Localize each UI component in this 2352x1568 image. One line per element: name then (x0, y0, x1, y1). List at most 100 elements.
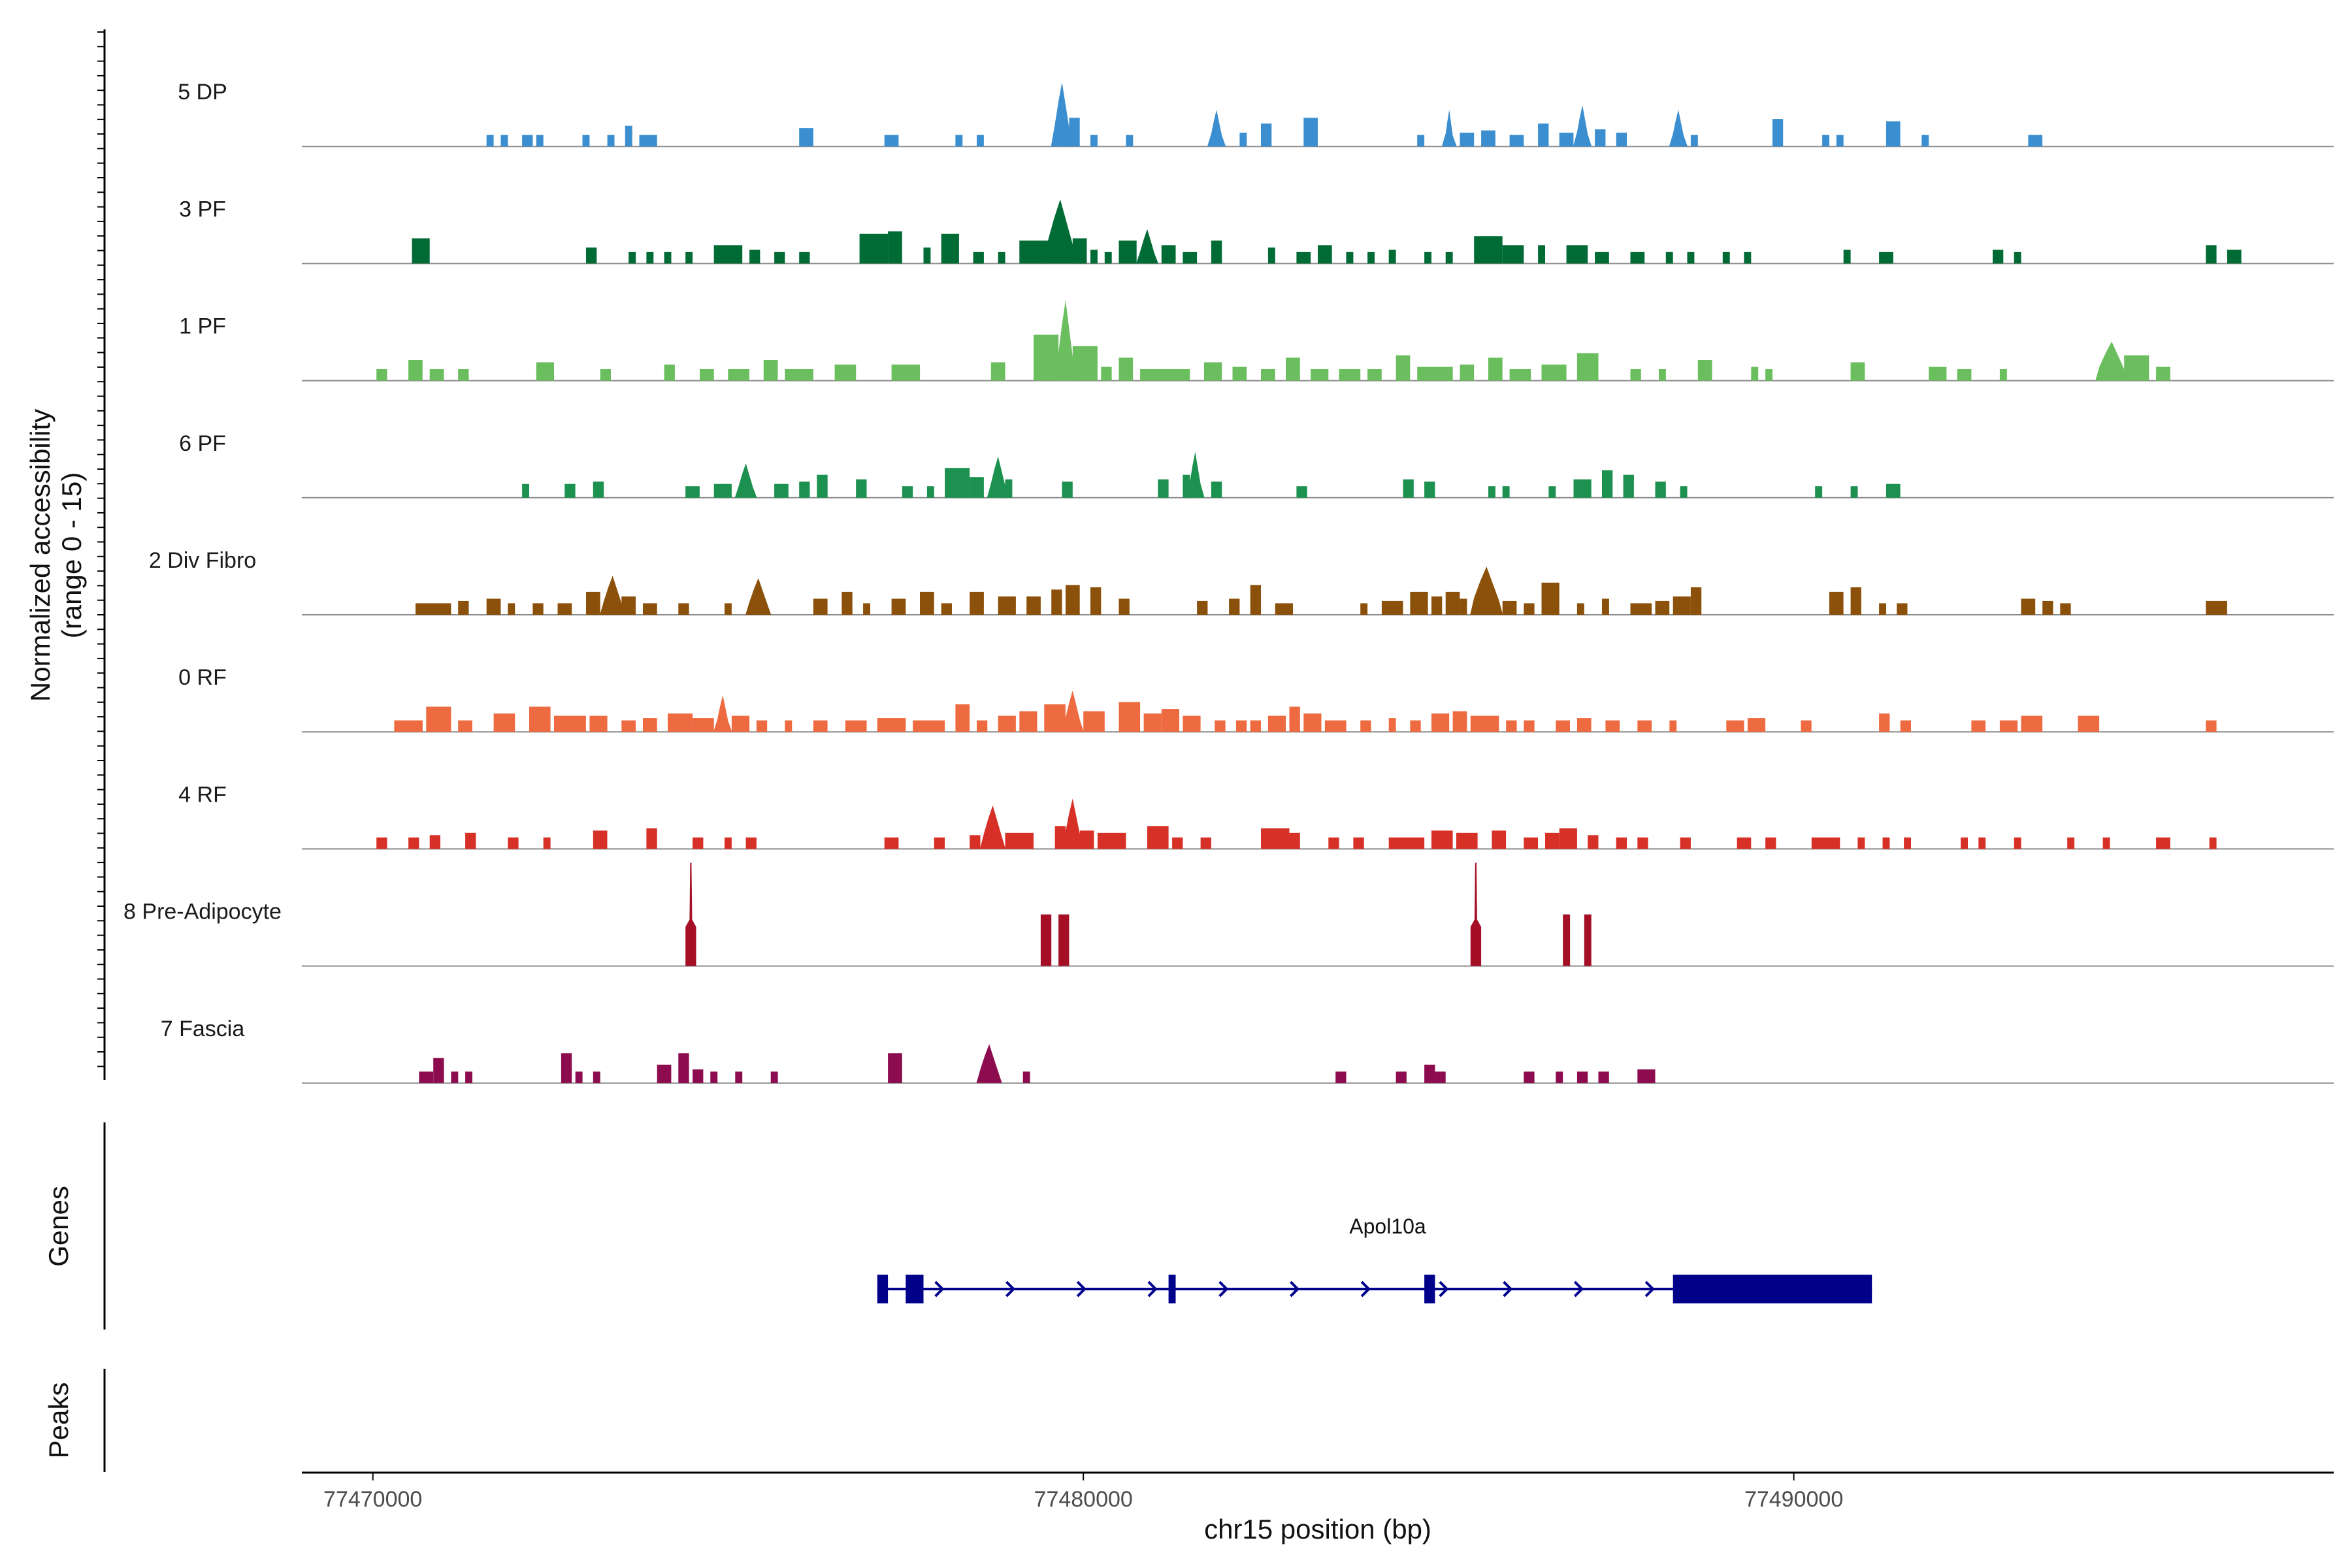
coverage-block (1630, 603, 1652, 615)
coverage-block (1104, 252, 1112, 264)
coverage-peak (1441, 110, 1457, 147)
coverage-block (416, 603, 451, 615)
coverage-block (1250, 720, 1261, 732)
coverage-block (1267, 715, 1286, 732)
coverage-block (1850, 362, 1865, 381)
coverage-block (2156, 367, 2170, 381)
coverage-block (1034, 335, 1059, 381)
coverage-block (1563, 914, 1571, 966)
coverage-block (799, 482, 810, 498)
coverage-block (941, 233, 959, 264)
coverage-peak (1054, 300, 1077, 381)
coverage-block (2014, 252, 2021, 264)
coverage-block (1897, 603, 1908, 615)
coverage-block (1417, 367, 1453, 381)
coverage-block (1235, 720, 1247, 732)
coverage-block (621, 596, 636, 615)
coverage-block (589, 715, 608, 732)
coverage-block (1296, 252, 1311, 264)
coverage-block (2206, 245, 2217, 264)
coverage-block (1904, 837, 1911, 849)
coverage-block (1289, 706, 1300, 732)
coverage-block (657, 1064, 672, 1083)
coverage-block (1811, 837, 1840, 849)
coverage-block (593, 1071, 600, 1083)
coverage-block (1506, 720, 1517, 732)
coverage-block (1588, 835, 1599, 849)
coverage-block (1538, 123, 1549, 147)
coverage-block (1673, 596, 1691, 615)
coverage-block (710, 1071, 718, 1083)
gene-name: Apol10a (1349, 1215, 1426, 1238)
coverage-block (1857, 837, 1865, 849)
coverage-peak (1186, 451, 1205, 498)
coverage-block (1318, 245, 1332, 264)
coverage-block (1396, 355, 1411, 381)
coverage-block (1616, 133, 1627, 147)
coverage-block (1509, 369, 1531, 381)
coverage-block (920, 591, 934, 615)
coverage-block (1765, 837, 1776, 849)
coverage-block (1239, 133, 1247, 147)
coverage-block (1556, 720, 1570, 732)
track-7-fascia: 7 Fascia (161, 1017, 2334, 1084)
coverage-block (1431, 830, 1453, 849)
coverage-block (1744, 252, 1752, 264)
coverage-block (1410, 591, 1428, 615)
coverage-block (977, 720, 988, 732)
coverage-block (1765, 369, 1772, 381)
coverage-block (1161, 245, 1176, 264)
coverage-block (990, 362, 1005, 381)
coverage-block (1183, 474, 1190, 498)
coverage-block (412, 238, 430, 264)
coverage-tracks: 5 DP 3 PF 1 PF 6 PF 2 Div Fibro 0 RF 4 RF 8 Pre… (123, 80, 2334, 1084)
coverage-block (1275, 603, 1293, 615)
coverage-block (1822, 135, 1829, 147)
coverage-block (1005, 832, 1034, 849)
coverage-block (1424, 1064, 1435, 1083)
coverage-block (785, 720, 792, 732)
coverage-block (1630, 252, 1645, 264)
coverage-block (998, 596, 1016, 615)
coverage-block (841, 591, 853, 615)
strand-arrow (1076, 1281, 1086, 1298)
coverage-block (1573, 479, 1592, 498)
coverage-block (2209, 837, 2217, 849)
coverage-block (1026, 596, 1041, 615)
track-3-pf: 3 PF (179, 197, 2334, 265)
coverage-block (1066, 585, 1080, 615)
coverage-block (1509, 135, 1524, 147)
coverage-block (923, 247, 931, 264)
coverage-block (1978, 837, 1986, 849)
coverage-block (891, 365, 921, 381)
coverage-block (1815, 486, 1823, 498)
coverage-block (2042, 600, 2053, 615)
coverage-block (1637, 720, 1652, 732)
coverage-block (1747, 718, 1766, 732)
coverage-block (1289, 832, 1300, 849)
coverage-block (1229, 598, 1240, 615)
coverage-block (913, 720, 945, 732)
coverage-block (664, 365, 675, 381)
coverage-block (433, 1058, 444, 1083)
coverage-block (1801, 720, 1812, 732)
strand-arrow (1503, 1281, 1513, 1298)
coverage-block (1083, 711, 1105, 732)
coverage-block (1360, 603, 1368, 615)
coverage-block (1502, 600, 1517, 615)
coverage-block (2156, 837, 2170, 849)
coverage-block (1119, 240, 1137, 264)
coverage-block (859, 233, 889, 264)
coverage-block (376, 369, 387, 381)
coverage-peak (976, 1044, 1002, 1083)
coverage-block (856, 479, 867, 498)
coverage-block (1051, 589, 1062, 615)
coverage-block (522, 135, 533, 147)
coverage-block (693, 837, 704, 849)
coverage-block (1993, 250, 2004, 264)
track-label: 3 PF (179, 197, 226, 221)
coverage-block (1879, 603, 1886, 615)
coverage-block (1267, 247, 1275, 264)
coverage-block (813, 720, 828, 732)
